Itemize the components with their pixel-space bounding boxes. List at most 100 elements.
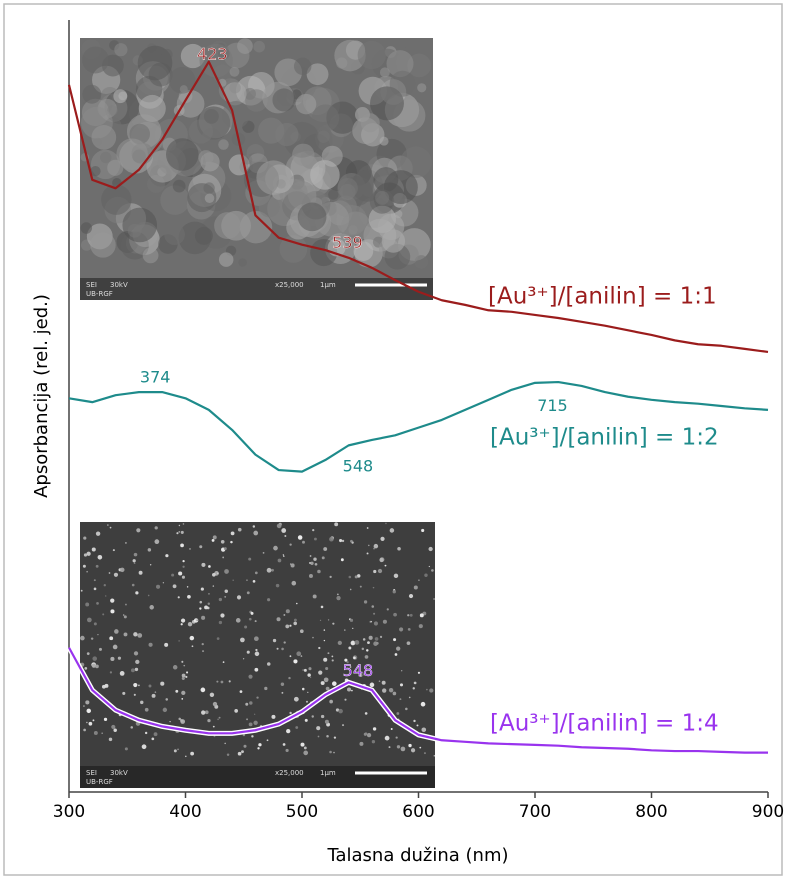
inset-texture bbox=[333, 751, 335, 754]
inset-texture bbox=[344, 629, 346, 631]
inset-texture bbox=[366, 552, 369, 555]
inset-texture bbox=[82, 564, 86, 568]
inset-texture bbox=[281, 691, 284, 694]
inset-texture bbox=[310, 160, 340, 190]
inset-texture bbox=[296, 651, 302, 657]
series-label: [Au³⁺]/[anilin] = 1:1 bbox=[488, 284, 717, 310]
inset-texture bbox=[214, 212, 241, 240]
inset-texture bbox=[212, 572, 216, 577]
inset-texture bbox=[209, 692, 215, 697]
inset-texture bbox=[160, 681, 165, 686]
inset-texture bbox=[116, 138, 148, 171]
inset-texture bbox=[317, 569, 321, 574]
inset-texture bbox=[199, 43, 233, 78]
inset-texture bbox=[149, 564, 152, 566]
inset-texture bbox=[112, 549, 115, 552]
inset-texture bbox=[390, 727, 393, 730]
inset-texture bbox=[364, 712, 368, 715]
inset-texture bbox=[218, 252, 234, 267]
inset-texture bbox=[397, 546, 401, 551]
inset-texture bbox=[144, 707, 149, 712]
inset-texture bbox=[211, 538, 215, 542]
inset-texture bbox=[154, 691, 157, 693]
inset-texture bbox=[204, 193, 215, 204]
inset-texture bbox=[252, 580, 256, 583]
inset-texture bbox=[86, 708, 91, 714]
inset-texture bbox=[426, 688, 428, 691]
inset-texture bbox=[372, 727, 377, 731]
inset-texture bbox=[93, 587, 97, 591]
inset-texture bbox=[421, 727, 427, 733]
inset-texture bbox=[101, 684, 106, 689]
inset-texture bbox=[208, 565, 211, 568]
inset-texture bbox=[162, 707, 168, 713]
inset-texture bbox=[418, 624, 423, 629]
inset-texture bbox=[283, 641, 286, 644]
inset-texture bbox=[193, 618, 199, 623]
inset-texture bbox=[323, 629, 326, 631]
inset-footer bbox=[80, 278, 433, 300]
inset-texture bbox=[90, 637, 94, 640]
inset-texture bbox=[350, 539, 353, 543]
inset-texture bbox=[181, 697, 184, 700]
inset-texture bbox=[281, 528, 287, 533]
inset-texture bbox=[371, 605, 375, 608]
inset-texture bbox=[217, 718, 219, 721]
inset-texture bbox=[289, 543, 292, 546]
inset-texture bbox=[111, 724, 116, 730]
inset-texture bbox=[289, 711, 292, 715]
inset-texture bbox=[410, 748, 416, 753]
inset-texture bbox=[335, 708, 340, 712]
inset-texture bbox=[84, 667, 88, 670]
inset-texture bbox=[208, 593, 210, 595]
inset-texture bbox=[420, 701, 426, 707]
inset-texture bbox=[224, 742, 226, 745]
inset-texture bbox=[312, 529, 315, 532]
inset-texture bbox=[239, 690, 243, 693]
inset-texture bbox=[396, 646, 401, 651]
inset-texture bbox=[273, 545, 278, 551]
inset-texture bbox=[212, 535, 217, 540]
inset-texture bbox=[285, 609, 290, 614]
inset-texture bbox=[206, 606, 210, 610]
inset-texture bbox=[80, 222, 93, 234]
inset-texture bbox=[83, 553, 88, 557]
inset-texture bbox=[419, 613, 424, 618]
inset-texture bbox=[364, 732, 368, 736]
inset-texture bbox=[248, 557, 252, 561]
inset-texture bbox=[277, 558, 282, 563]
inset-texture bbox=[83, 728, 86, 732]
inset-texture bbox=[285, 748, 289, 753]
inset-texture bbox=[408, 594, 414, 599]
x-tick-label: 800 bbox=[635, 802, 667, 822]
peak-label: 548 bbox=[343, 661, 374, 680]
inset-texture bbox=[122, 614, 125, 616]
inset-texture bbox=[148, 642, 153, 647]
inset-texture bbox=[351, 689, 353, 692]
inset-texture bbox=[180, 543, 184, 548]
inset-texture bbox=[80, 589, 83, 592]
inset-texture bbox=[199, 600, 203, 604]
inset-texture bbox=[312, 636, 314, 639]
inset-texture bbox=[181, 660, 184, 663]
inset-texture bbox=[255, 648, 258, 652]
inset-texture bbox=[85, 700, 90, 705]
inset-texture bbox=[275, 122, 299, 147]
inset-texture bbox=[326, 735, 329, 738]
inset-texture bbox=[293, 621, 298, 626]
inset-texture bbox=[248, 674, 253, 679]
inset-texture bbox=[320, 605, 324, 609]
inset-texture bbox=[242, 154, 253, 165]
inset-texture bbox=[196, 619, 198, 621]
inset-texture bbox=[288, 676, 291, 680]
inset-texture bbox=[308, 573, 313, 578]
inset-texture bbox=[202, 650, 205, 653]
inset-texture bbox=[92, 656, 98, 661]
inset-texture bbox=[408, 743, 412, 748]
inset-texture bbox=[292, 143, 315, 166]
inset-texture bbox=[189, 548, 191, 550]
inset-texture bbox=[176, 532, 179, 535]
inset-texture bbox=[95, 531, 101, 536]
inset-texture bbox=[220, 539, 225, 544]
inset-texture bbox=[254, 667, 259, 672]
